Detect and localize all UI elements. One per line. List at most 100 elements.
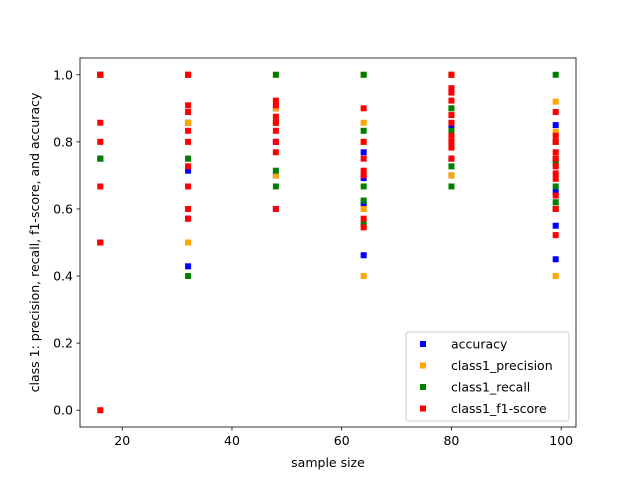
y-tick-label: 0.2 [53, 336, 73, 351]
x-axis-ticks: 20 40 60 80 100 [114, 427, 573, 448]
data-point [185, 263, 192, 270]
data-point [552, 192, 559, 199]
data-point [448, 112, 455, 119]
data-point [360, 200, 367, 207]
data-point [552, 159, 559, 166]
data-point [552, 170, 559, 177]
legend-marker [420, 384, 426, 390]
data-point [448, 163, 455, 170]
data-point [272, 149, 279, 156]
x-axis-label: sample size [291, 455, 365, 470]
data-point [185, 127, 192, 134]
data-point [272, 172, 279, 179]
data-point [185, 138, 192, 145]
data-point [552, 256, 559, 263]
data-point [185, 119, 192, 126]
y-tick-label: 0.8 [53, 134, 73, 149]
y-tick-label: 1.0 [53, 67, 73, 82]
data-point [552, 109, 559, 116]
x-tick-label: 80 [443, 433, 459, 448]
data-point [360, 119, 367, 126]
data-point [552, 175, 559, 182]
legend-marker [420, 405, 426, 412]
data-point [185, 205, 192, 212]
data-point [272, 127, 279, 134]
data-point [185, 163, 192, 170]
data-point [552, 205, 559, 212]
data-point [185, 273, 192, 280]
data-point [552, 232, 559, 239]
data-point [360, 155, 367, 162]
data-point [360, 252, 367, 259]
data-point [552, 155, 559, 162]
data-point [360, 197, 367, 204]
data-point [448, 144, 455, 151]
data-point [185, 109, 192, 116]
y-axis-label: class 1: precision, recall, f1-score, an… [27, 92, 42, 392]
data-point [448, 138, 455, 145]
data-point [552, 71, 559, 78]
data-point [97, 138, 104, 145]
x-tick-label: 100 [549, 433, 573, 448]
legend-marker [420, 341, 426, 347]
data-point [552, 132, 559, 139]
data-point [272, 97, 279, 104]
data-point [360, 149, 367, 156]
data-point [552, 163, 559, 170]
data-point [360, 220, 367, 227]
series-class1_f1-score [97, 71, 559, 414]
data-point [552, 128, 559, 135]
data-point [448, 89, 455, 96]
data-point [360, 167, 367, 174]
data-point [360, 183, 367, 190]
data-point [97, 71, 104, 78]
data-point [552, 183, 559, 190]
y-tick-label: 0.0 [53, 403, 73, 418]
plot-frame [79, 57, 577, 428]
y-tick-label: 0.6 [53, 201, 73, 216]
data-point [360, 127, 367, 134]
x-tick-label: 40 [224, 433, 240, 448]
data-point [272, 205, 279, 212]
data-point [360, 215, 367, 222]
data-point [448, 105, 455, 112]
data-point [97, 155, 104, 162]
data-point [185, 215, 192, 222]
y-axis-ticks: 0.0 0.2 0.4 0.6 0.8 1.0 [53, 67, 80, 418]
data-point [272, 119, 279, 126]
data-point [360, 172, 367, 179]
legend-frame [405, 331, 570, 422]
data-point [552, 98, 559, 105]
data-point [552, 122, 559, 129]
data-point [272, 167, 279, 174]
data-point [360, 224, 367, 231]
data-point [448, 183, 455, 190]
data-point [97, 119, 104, 126]
data-point [97, 239, 104, 246]
data-point [552, 189, 559, 196]
data-point [552, 273, 559, 280]
x-tick-label: 60 [334, 433, 350, 448]
legend-marker [420, 362, 426, 369]
data-point [272, 105, 279, 112]
data-point [185, 183, 192, 190]
data-point [185, 239, 192, 246]
data-point [97, 183, 104, 190]
data-point [360, 71, 367, 78]
data-point [448, 71, 455, 78]
data-point [552, 138, 559, 145]
y-tick-label: 0.4 [53, 269, 73, 284]
data-point [448, 119, 455, 126]
data-point [360, 138, 367, 145]
data-point [448, 85, 455, 92]
data-point [448, 97, 455, 104]
x-tick-label: 20 [114, 433, 130, 448]
data-point [448, 155, 455, 162]
data-point [448, 132, 455, 139]
data-point [552, 149, 559, 156]
data-point [185, 102, 192, 109]
marks-layer [97, 71, 559, 414]
data-point [360, 105, 367, 112]
data-point [97, 407, 104, 414]
